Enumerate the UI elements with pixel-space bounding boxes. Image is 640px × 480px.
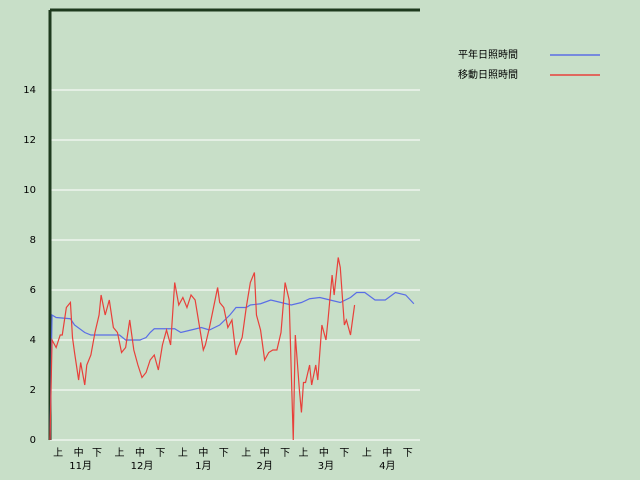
x-tick-label: 下 [155, 448, 165, 459]
x-tick-label: 中 [135, 446, 145, 459]
legend-label: 平年日照時間 [458, 48, 518, 61]
x-tick-label: 中 [74, 446, 84, 459]
x-tick-label: 上 [362, 447, 372, 459]
month-label: 4月 [379, 460, 395, 472]
series-line [49, 257, 356, 441]
y-tick-label: 2 [30, 385, 36, 396]
y-tick-label: 8 [30, 235, 36, 246]
month-label: 3月 [318, 460, 334, 472]
month-label: 1月 [195, 460, 211, 472]
x-tick-label: 上 [53, 447, 63, 459]
y-tick-label: 6 [30, 285, 36, 296]
x-tick-label: 上 [241, 447, 251, 459]
x-tick-label: 中 [260, 446, 270, 459]
x-tick-label: 上 [115, 447, 125, 459]
x-tick-label: 中 [382, 446, 392, 459]
y-tick-label: 0 [30, 435, 36, 446]
y-tick-label: 10 [23, 185, 36, 196]
month-label: 11月 [69, 460, 92, 472]
x-tick-label: 上 [298, 447, 308, 459]
x-tick-label: 下 [403, 448, 413, 459]
month-label: 2月 [256, 460, 272, 472]
x-tick-label: 中 [198, 446, 208, 459]
y-tick-label: 12 [23, 135, 36, 146]
x-tick-label: 中 [319, 446, 329, 459]
y-tick-label: 14 [23, 85, 36, 96]
month-label: 12月 [131, 460, 154, 472]
x-tick-label: 下 [280, 448, 290, 459]
x-tick-label: 下 [92, 448, 102, 459]
y-tick-label: 4 [30, 335, 36, 346]
legend-label: 移動日照時間 [458, 68, 518, 81]
x-tick-label: 上 [178, 447, 188, 459]
x-tick-label: 下 [219, 448, 229, 459]
x-tick-label: 下 [339, 448, 349, 459]
series-line [49, 291, 415, 441]
